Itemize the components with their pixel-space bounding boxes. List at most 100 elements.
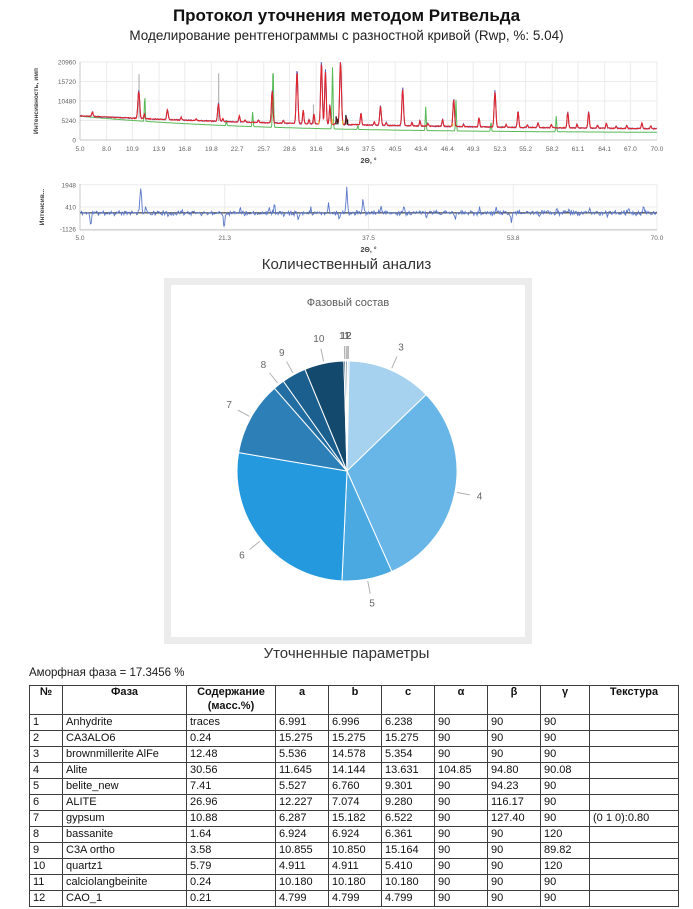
phase-ticks-yellow bbox=[318, 119, 454, 127]
table-cell-2: 3.58 bbox=[186, 841, 276, 859]
pie-leader-line bbox=[237, 409, 250, 417]
x-tick-label: 67.0 bbox=[624, 146, 637, 153]
observed-curve bbox=[79, 62, 657, 130]
table-row: 8 bassanite 1.64 6.924 6.924 6.361 90 90 120 bbox=[29, 825, 679, 843]
y-tick-label: 10480 bbox=[58, 99, 76, 106]
pie-slice-label: 7 bbox=[226, 400, 232, 411]
pie-slice-label: 8 bbox=[261, 360, 267, 371]
table-cell-7: 90 bbox=[487, 825, 541, 843]
table-cell-3: 6.287 bbox=[275, 809, 329, 827]
table-cell-5: 6.522 bbox=[381, 809, 435, 827]
table-cell-3: 15.275 bbox=[275, 729, 329, 747]
table-cell-7: 90 bbox=[487, 745, 541, 763]
table-cell-7: 90 bbox=[487, 857, 541, 875]
x-tick-label: 34.6 bbox=[336, 146, 349, 153]
table-cell-8: 90 bbox=[540, 729, 590, 747]
table-cell-0: 1 bbox=[29, 713, 63, 731]
y-tick-label: 15720 bbox=[58, 79, 76, 86]
xrd-grid bbox=[79, 61, 658, 141]
pie-slice-label: 9 bbox=[279, 348, 285, 359]
table-cell-6: 90 bbox=[434, 777, 488, 795]
pie-slice-label: 4 bbox=[477, 492, 483, 503]
table-cell-3: 4.799 bbox=[275, 889, 329, 907]
column-header-2: Содержание (масс.%) bbox=[186, 685, 276, 715]
table-cell-2: 12.48 bbox=[186, 745, 276, 763]
table-cell-6: 90 bbox=[434, 841, 488, 859]
table-cell-5: 10.180 bbox=[381, 873, 435, 891]
table-cell-3: 5.536 bbox=[275, 745, 329, 763]
table-cell-0: 7 bbox=[29, 809, 63, 827]
x-tick-label: 22.7 bbox=[231, 146, 244, 153]
table-cell-1: C3A ortho bbox=[62, 841, 187, 859]
column-header-3: a bbox=[275, 685, 329, 715]
pie-leader-line bbox=[249, 540, 261, 550]
column-header-9: Текстура bbox=[589, 685, 679, 715]
table-cell-0: 9 bbox=[29, 841, 63, 859]
table-cell-5: 9.301 bbox=[381, 777, 435, 795]
table-cell-1: belite_new bbox=[62, 777, 187, 795]
table-cell-4: 6.760 bbox=[328, 777, 382, 795]
table-cell-0: 3 bbox=[29, 745, 63, 763]
table-cell-3: 6.924 bbox=[275, 825, 329, 843]
table-cell-1: CAO_1 bbox=[62, 889, 187, 907]
column-header-0: № bbox=[29, 685, 63, 715]
table-cell-3: 5.527 bbox=[275, 777, 329, 795]
pie-slice-7 bbox=[237, 387, 349, 472]
y-tick-label: 1948 bbox=[62, 182, 77, 189]
table-cell-6: 90 bbox=[434, 729, 488, 747]
x-tick-label: 16.8 bbox=[178, 146, 191, 153]
table-cell-6: 90 bbox=[434, 809, 488, 827]
hkl-markers-gray bbox=[138, 73, 315, 124]
x-tick-label: 13.9 bbox=[153, 146, 166, 153]
table-cell-5: 5.410 bbox=[381, 857, 435, 875]
table-cell-3: 10.855 bbox=[275, 841, 329, 859]
quantitative-analysis-heading: Количественный анализ bbox=[261, 256, 432, 273]
table-cell-8: 90 bbox=[540, 745, 590, 763]
x-tick-label: 28.6 bbox=[283, 146, 296, 153]
x-tick-label: 55.2 bbox=[519, 146, 532, 153]
table-cell-9 bbox=[589, 745, 679, 763]
y-axis-label: Интенсив... bbox=[39, 189, 46, 226]
table-cell-7: 116.17 bbox=[487, 793, 541, 811]
table-cell-7: 94.23 bbox=[487, 777, 541, 795]
x-axis-label: 2Θ, ° bbox=[360, 246, 376, 254]
x-tick-label: 49.3 bbox=[467, 146, 480, 153]
table-cell-9 bbox=[589, 729, 679, 747]
x-tick-label: 70.0 bbox=[651, 146, 664, 153]
table-cell-9 bbox=[589, 713, 679, 731]
table-cell-6: 90 bbox=[434, 793, 488, 811]
table-cell-9 bbox=[589, 889, 679, 907]
x-tick-label: 31.6 bbox=[310, 146, 323, 153]
pie-slice-label: 12 bbox=[341, 331, 353, 342]
table-cell-7: 90 bbox=[487, 713, 541, 731]
table-row: 6 ALITE 26.96 12.227 7.074 9.280 90 116.17 90 bbox=[29, 793, 679, 811]
x-tick-label: 25.7 bbox=[257, 146, 270, 153]
y-tick-label: 20960 bbox=[58, 60, 76, 67]
pie-slice-label: 2 bbox=[346, 331, 352, 342]
pie-slice-label: 10 bbox=[313, 334, 325, 345]
table-cell-4: 14.578 bbox=[328, 745, 382, 763]
table-cell-1: ALITE bbox=[62, 793, 187, 811]
table-cell-5: 4.799 bbox=[381, 889, 435, 907]
table-cell-1: Anhydrite bbox=[62, 713, 187, 731]
table-cell-2: traces bbox=[186, 713, 276, 731]
x-tick-label: 21.3 bbox=[218, 235, 231, 242]
x-tick-label: 8.0 bbox=[102, 146, 111, 153]
table-cell-3: 6.991 bbox=[275, 713, 329, 731]
table-cell-4: 4.911 bbox=[328, 857, 382, 875]
table-cell-3: 4.911 bbox=[275, 857, 329, 875]
table-cell-6: 104.85 bbox=[434, 761, 488, 779]
x-tick-label: 37.5 bbox=[362, 146, 375, 153]
table-cell-1: calciolangbeinite bbox=[62, 873, 187, 891]
table-cell-3: 12.227 bbox=[275, 793, 329, 811]
table-cell-8: 90.08 bbox=[540, 761, 590, 779]
table-cell-1: CA3ALO6 bbox=[62, 729, 187, 747]
pie-leader-line bbox=[391, 356, 398, 369]
table-cell-2: 30.56 bbox=[186, 761, 276, 779]
table-cell-4: 6.924 bbox=[328, 825, 382, 843]
pie-slice-label: 11 bbox=[339, 331, 350, 342]
x-tick-label: 40.5 bbox=[389, 146, 402, 153]
table-cell-9: (0 1 0):0.80 bbox=[589, 809, 679, 827]
pie-panel: Фазовый состав 1 2 3 4 5 6 7 8 9 10 11 12 bbox=[164, 278, 532, 644]
